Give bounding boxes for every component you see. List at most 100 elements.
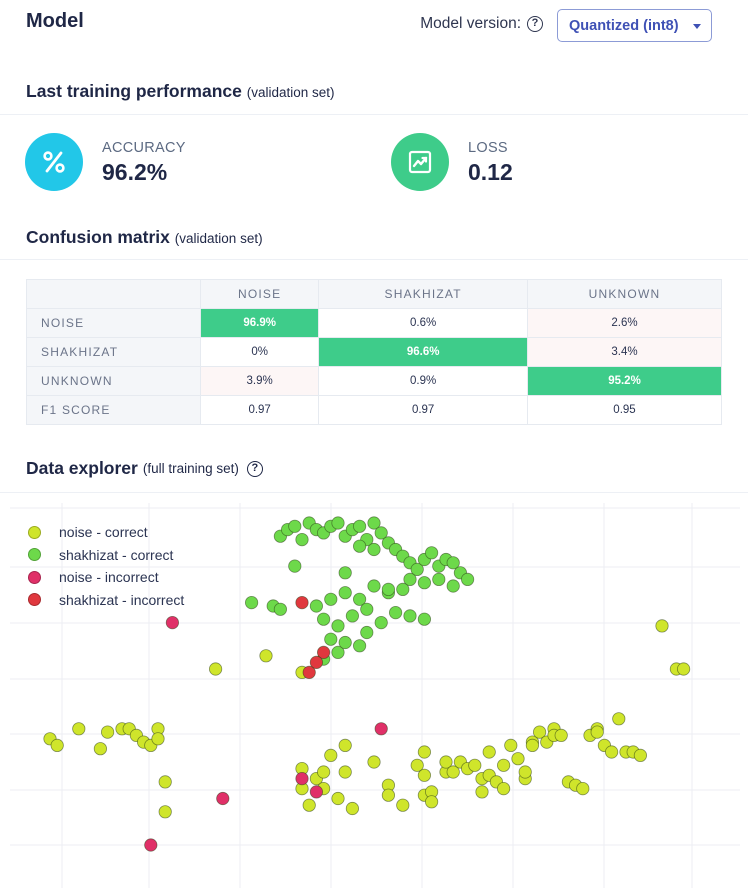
data-point[interactable]	[338, 765, 352, 779]
data-point[interactable]	[446, 579, 460, 593]
data-point[interactable]	[496, 758, 511, 772]
model-version-select[interactable]: Quantized (int8)	[557, 9, 712, 42]
data-point[interactable]	[396, 798, 410, 812]
data-point[interactable]	[446, 765, 460, 779]
data-point[interactable]	[331, 645, 345, 659]
data-point[interactable]	[388, 606, 403, 620]
data-point[interactable]	[410, 758, 424, 772]
data-point[interactable]	[633, 748, 648, 762]
data-point[interactable]	[316, 765, 331, 779]
data-point[interactable]	[158, 775, 172, 789]
help-icon[interactable]: ?	[246, 460, 263, 477]
legend-item[interactable]: noise - correct	[28, 521, 184, 544]
data-point[interactable]	[374, 616, 388, 630]
data-point[interactable]	[338, 635, 352, 650]
data-point[interactable]	[360, 625, 374, 640]
data-point[interactable]	[352, 639, 367, 653]
data-point[interactable]	[424, 795, 439, 809]
data-point[interactable]	[316, 612, 331, 626]
data-point[interactable]	[367, 579, 381, 593]
data-point[interactable]	[367, 542, 381, 557]
data-point[interactable]	[367, 755, 381, 769]
data-point[interactable]	[475, 785, 489, 799]
data-point[interactable]	[259, 649, 273, 663]
data-point[interactable]	[417, 612, 431, 626]
data-point[interactable]	[424, 546, 439, 560]
data-point[interactable]	[338, 738, 352, 752]
data-point[interactable]	[604, 745, 619, 759]
data-point[interactable]	[410, 562, 424, 577]
legend-item[interactable]: noise - incorrect	[28, 566, 184, 589]
data-point[interactable]	[352, 592, 367, 606]
data-point[interactable]	[309, 599, 323, 613]
scatter-plot[interactable]	[0, 493, 748, 892]
data-point[interactable]	[331, 516, 345, 530]
data-point[interactable]	[554, 728, 568, 742]
data-point[interactable]	[72, 722, 86, 736]
data-point[interactable]	[144, 838, 158, 852]
data-point[interactable]	[295, 771, 309, 786]
data-point[interactable]	[324, 632, 338, 646]
data-point[interactable]	[676, 662, 691, 676]
data-point[interactable]	[245, 596, 259, 610]
data-point[interactable]	[417, 768, 431, 782]
data-point[interactable]	[655, 619, 669, 633]
data-point[interactable]	[403, 572, 417, 587]
data-point[interactable]	[288, 559, 302, 573]
data-point[interactable]	[309, 655, 323, 669]
data-point[interactable]	[525, 738, 540, 752]
data-point[interactable]	[504, 738, 518, 752]
data-point[interactable]	[576, 781, 590, 796]
data-point[interactable]	[331, 791, 345, 806]
data-point[interactable]	[396, 582, 410, 597]
data-point[interactable]	[511, 752, 525, 766]
help-icon[interactable]: ?	[527, 16, 543, 32]
data-point[interactable]	[158, 805, 172, 819]
data-point[interactable]	[360, 602, 374, 616]
data-point[interactable]	[338, 566, 352, 580]
data-point[interactable]	[381, 788, 395, 802]
data-point[interactable]	[101, 725, 115, 739]
data-point[interactable]	[324, 748, 338, 762]
data-point[interactable]	[93, 742, 108, 756]
data-point[interactable]	[482, 745, 496, 759]
legend-item[interactable]: shakhizat - incorrect	[28, 589, 184, 612]
data-point[interactable]	[273, 602, 287, 616]
data-point[interactable]	[331, 619, 345, 633]
data-point[interactable]	[302, 798, 316, 812]
data-point[interactable]	[50, 738, 64, 752]
data-point[interactable]	[295, 532, 309, 547]
data-point[interactable]	[165, 616, 179, 630]
data-point[interactable]	[216, 791, 230, 806]
data-point[interactable]	[432, 572, 446, 587]
data-point[interactable]	[374, 526, 388, 540]
data-point[interactable]	[468, 758, 482, 772]
data-point[interactable]	[381, 582, 395, 597]
data-point[interactable]	[338, 586, 352, 600]
data-point[interactable]	[151, 732, 165, 746]
data-point[interactable]	[374, 722, 388, 736]
data-point[interactable]	[590, 725, 604, 739]
data-point[interactable]	[352, 539, 367, 553]
data-point[interactable]	[532, 725, 547, 739]
data-point[interactable]	[439, 755, 453, 769]
legend-item[interactable]: shakhizat - correct	[28, 544, 184, 567]
data-point[interactable]	[403, 609, 417, 623]
data-point[interactable]	[345, 609, 359, 623]
data-point[interactable]	[209, 662, 223, 676]
data-point[interactable]	[309, 785, 323, 799]
data-point[interactable]	[345, 801, 359, 816]
data-point[interactable]	[302, 665, 316, 679]
data-point[interactable]	[288, 519, 302, 533]
data-point[interactable]	[612, 712, 626, 726]
data-point[interactable]	[352, 519, 367, 533]
data-point[interactable]	[324, 592, 338, 606]
data-point[interactable]	[367, 516, 381, 530]
data-explorer-chart[interactable]	[0, 493, 748, 892]
data-point[interactable]	[316, 645, 331, 659]
data-point[interactable]	[417, 576, 431, 590]
data-point[interactable]	[446, 556, 460, 570]
data-point[interactable]	[496, 781, 511, 796]
data-point[interactable]	[460, 572, 475, 587]
data-point[interactable]	[295, 596, 309, 610]
